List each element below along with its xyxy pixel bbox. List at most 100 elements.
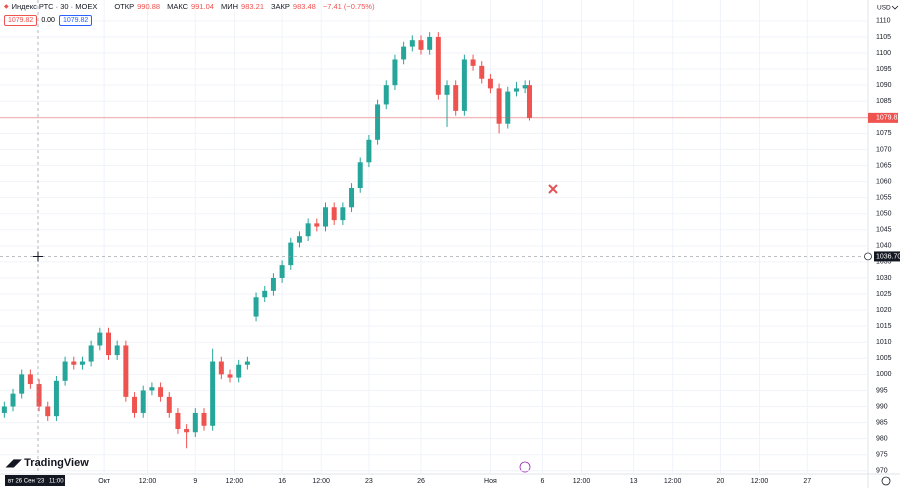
candle-body: [296, 236, 302, 243]
currency[interactable]: USD: [877, 5, 891, 12]
y-tick-label: 1050: [876, 211, 892, 218]
event-icon[interactable]: [519, 461, 531, 473]
candle-body: [366, 139, 372, 163]
candle-body: [522, 85, 528, 89]
candle-body: [444, 85, 450, 95]
ohlc-value: 983.21: [241, 2, 264, 11]
ohlc-label: МИН: [220, 2, 239, 11]
instrument[interactable]: Индекс РТС · 30 · MOEX: [11, 2, 98, 11]
candle-body: [331, 207, 337, 221]
crosshair-date-box: [5, 475, 65, 486]
y-tick-label: 1025: [876, 291, 892, 298]
crosshair-time: 11:00: [49, 479, 64, 485]
y-tick-label: 1045: [876, 227, 892, 234]
y-tick-label: 1010: [876, 339, 892, 346]
crosshair-price-box: [874, 251, 900, 262]
settings-icon[interactable]: [881, 476, 891, 486]
candle-body: [236, 364, 242, 378]
value-box: 1079.82: [4, 15, 38, 26]
candle-body: [88, 345, 94, 362]
candle-body: [496, 88, 502, 124]
x-tick-label: 20: [717, 478, 725, 485]
candle-body: [19, 374, 25, 394]
candle-body: [114, 345, 120, 356]
x-tick-label: 12:00: [751, 478, 769, 485]
y-tick-label: 985: [876, 419, 888, 426]
x-tick-label: Окт: [98, 478, 111, 485]
candle-body: [409, 40, 415, 47]
candle-body: [526, 85, 532, 118]
logo-icon: ◢◤: [6, 458, 25, 469]
candle-body: [53, 380, 59, 417]
y-tick-label: 1005: [876, 355, 892, 362]
x-tick-label: 12:00: [573, 478, 591, 485]
y-tick-label: 1065: [876, 162, 892, 169]
candle-body: [392, 59, 398, 86]
y-tick-label: 1030: [876, 275, 892, 282]
candle-body: [10, 393, 16, 407]
x-tick-label: 27: [803, 478, 811, 485]
x-tick-label: 6: [541, 478, 545, 485]
candle-body: [227, 374, 233, 378]
y-tick-label: 1040: [876, 243, 892, 250]
crosshair-cursor: [33, 251, 43, 262]
candle-body: [461, 59, 467, 111]
candle-body: [453, 85, 459, 111]
candle-body: [175, 412, 181, 430]
brand-logo[interactable]: ◢◤ TradingView: [6, 457, 89, 469]
y-tick-label: 1100: [876, 50, 891, 57]
x-tick-label: 12:00: [226, 478, 244, 485]
candle-body: [470, 59, 476, 66]
candle-body: [79, 361, 85, 365]
candle-body: [288, 242, 294, 266]
candle-body: [323, 207, 328, 227]
y-tick-label: 1075: [876, 130, 892, 137]
candle-body: [97, 332, 103, 346]
candle-body: [45, 406, 51, 417]
sort-icon: [891, 5, 899, 10]
candle-body: [357, 162, 363, 188]
candle-body: [192, 412, 198, 433]
y-tick-label: 1110: [876, 18, 891, 25]
candle-body: [435, 36, 441, 95]
candle-body: [418, 40, 424, 50]
y-tick-label: 1105: [876, 34, 891, 41]
y-tick-label: 1070: [876, 146, 892, 153]
y-tick-label: 1090: [876, 82, 892, 89]
y-tick-label: 1015: [876, 323, 892, 330]
y-tick-label: 975: [876, 452, 888, 459]
cross-marker: [548, 184, 558, 194]
y-tick-label: 980: [876, 435, 888, 442]
candle-body: [383, 85, 389, 105]
candle-body: [36, 384, 42, 407]
candle-body: [314, 223, 320, 227]
x-tick-label: 12:00: [139, 478, 157, 485]
candle-body: [253, 297, 259, 317]
candle-body: [106, 332, 111, 356]
candle-body: [62, 361, 68, 381]
indicator-values: 1079.82 0.00 1079.82: [4, 15, 93, 26]
ohlc-value: 983.48: [292, 2, 316, 11]
candle-body: [132, 396, 138, 413]
candle-body: [487, 78, 493, 89]
x-tick-label: 9: [193, 478, 197, 485]
x-tick-label: Ноя: [484, 478, 497, 485]
candle-body: [270, 277, 276, 291]
y-tick-label: 1020: [876, 307, 892, 314]
y-tick-label: 1060: [876, 178, 892, 185]
y-tick-label: 1000: [876, 371, 892, 378]
candle-body: [184, 429, 190, 433]
y-tick-label: 1055: [876, 194, 892, 201]
x-tick-label: 12:00: [312, 478, 330, 485]
candle-body: [479, 65, 485, 79]
candle-body: [210, 361, 216, 426]
value-text: 0.00: [41, 17, 55, 24]
candle-body: [505, 91, 511, 124]
y-tick-label: 1035: [876, 259, 892, 266]
x-tick-label: 26: [417, 478, 425, 485]
candle-body: [158, 387, 164, 397]
ohlc-label: ЗАКР: [271, 2, 290, 11]
x-tick-label: 12:00: [664, 478, 682, 485]
